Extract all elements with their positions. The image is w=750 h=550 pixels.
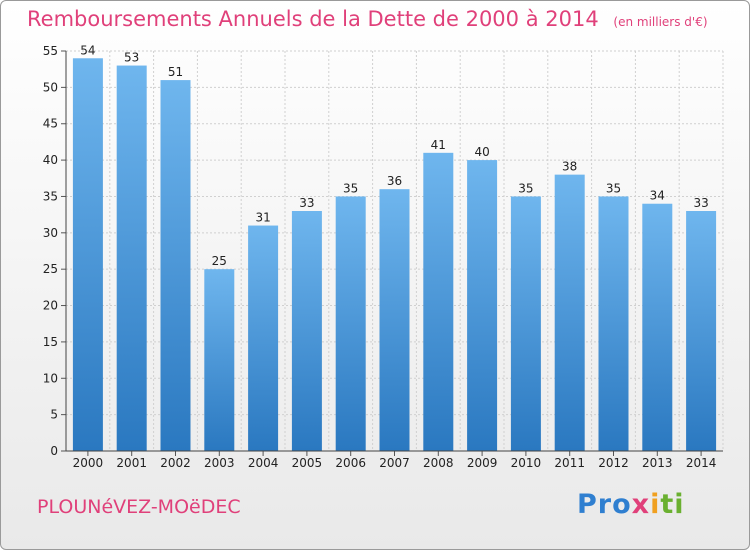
chart-title-text: Remboursements Annuels de la Dette de 20… <box>27 7 599 31</box>
data-label: 40 <box>474 145 489 159</box>
chart-unit-note: (en milliers d'€) <box>613 15 708 29</box>
y-tick-label: 15 <box>43 335 58 349</box>
bar <box>598 196 629 451</box>
x-tick-label: 2006 <box>335 456 366 470</box>
bar <box>642 203 673 451</box>
bar <box>510 196 541 451</box>
y-tick-label: 40 <box>43 153 58 167</box>
y-tick-label: 5 <box>50 408 58 422</box>
logo-part-3: i <box>650 489 661 520</box>
bar <box>467 160 498 451</box>
data-label: 31 <box>255 211 270 225</box>
data-label: 51 <box>168 65 183 79</box>
bar <box>554 174 585 452</box>
data-label: 25 <box>212 254 227 268</box>
bar <box>423 152 454 451</box>
proxiti-logo: Proxiti <box>577 489 685 520</box>
commune-name: PLOUNéVEZ-MOëDEC <box>37 496 241 518</box>
logo-part-1: Pro <box>577 489 632 520</box>
bar <box>72 58 103 451</box>
logo-part-4: ti <box>660 489 685 520</box>
y-tick-label: 50 <box>43 80 58 94</box>
x-tick-label: 2010 <box>511 456 542 470</box>
data-label: 33 <box>299 196 314 210</box>
bar <box>379 189 410 451</box>
y-tick-label: 45 <box>43 117 58 131</box>
x-tick-label: 2011 <box>554 456 585 470</box>
x-tick-label: 2009 <box>467 456 498 470</box>
x-tick-label: 2003 <box>204 456 235 470</box>
bar <box>335 196 366 451</box>
bar <box>204 269 235 451</box>
x-tick-label: 2005 <box>292 456 323 470</box>
data-label: 36 <box>387 174 402 188</box>
x-tick-label: 2007 <box>379 456 410 470</box>
data-label: 35 <box>518 181 533 195</box>
x-tick-label: 2004 <box>248 456 279 470</box>
x-tick-label: 2001 <box>116 456 147 470</box>
y-tick-label: 30 <box>43 226 58 240</box>
data-label: 34 <box>650 189 665 203</box>
bar <box>248 225 279 451</box>
bar <box>160 80 191 451</box>
x-tick-label: 2002 <box>160 456 191 470</box>
x-tick-label: 2013 <box>642 456 673 470</box>
x-tick-label: 2000 <box>73 456 104 470</box>
data-label: 35 <box>606 181 621 195</box>
logo-part-2: x <box>631 489 651 520</box>
data-label: 35 <box>343 181 358 195</box>
y-tick-label: 55 <box>43 44 58 58</box>
y-tick-label: 25 <box>43 262 58 276</box>
bar <box>686 211 717 451</box>
bar <box>116 65 147 451</box>
chart-title: Remboursements Annuels de la Dette de 20… <box>27 7 708 31</box>
y-tick-label: 35 <box>43 189 58 203</box>
x-tick-label: 2008 <box>423 456 454 470</box>
data-label: 41 <box>431 138 446 152</box>
data-label: 33 <box>693 196 708 210</box>
y-tick-label: 0 <box>50 444 58 458</box>
data-label: 53 <box>124 51 139 65</box>
bar <box>291 211 322 451</box>
y-tick-label: 20 <box>43 299 58 313</box>
x-tick-label: 2012 <box>598 456 629 470</box>
data-label: 54 <box>80 43 95 57</box>
x-tick-label: 2014 <box>686 456 717 470</box>
data-label: 38 <box>562 160 577 174</box>
y-tick-label: 10 <box>43 371 58 385</box>
